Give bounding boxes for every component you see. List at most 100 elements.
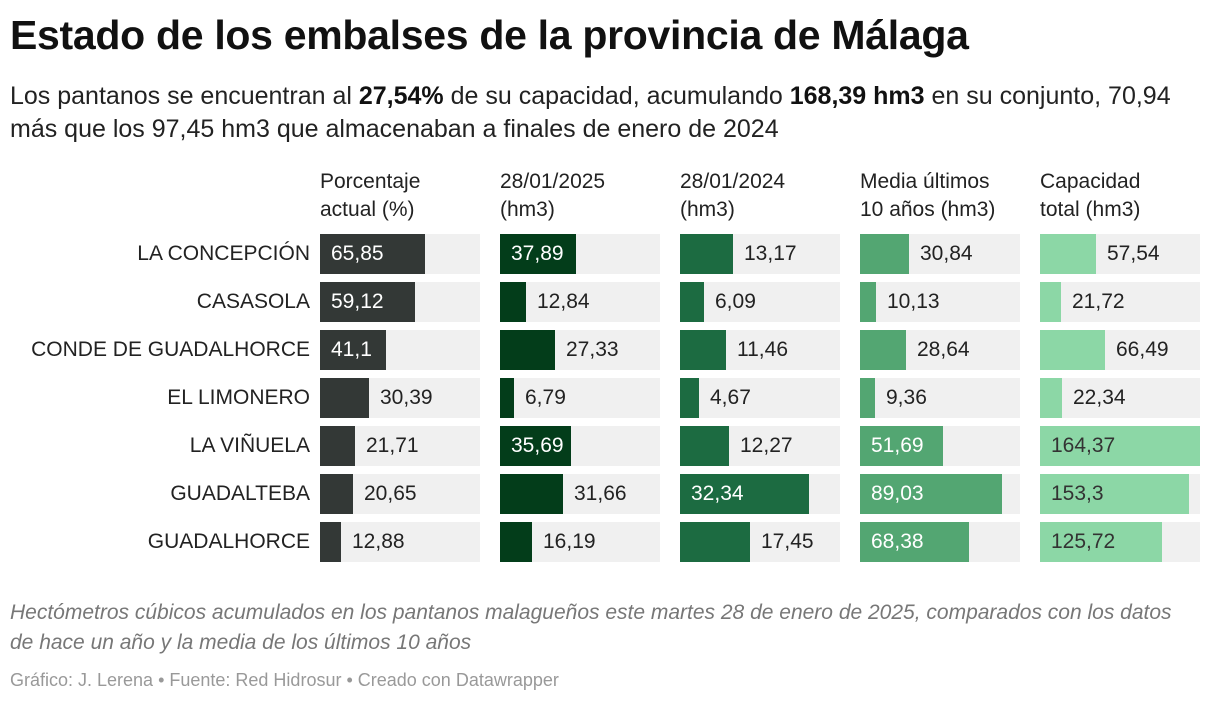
bar-track: 10,13 — [860, 282, 1020, 322]
value-label: 12,88 — [352, 530, 405, 553]
chart-credits: Gráfico: J. Lerena • Fuente: Red Hidrosu… — [10, 670, 559, 690]
bar-track: 9,36 — [860, 378, 1020, 418]
bar-track: 41,1 — [320, 330, 480, 370]
subtitle-text: de su capacidad, acumulando — [443, 82, 790, 110]
value-label: 30,39 — [380, 386, 433, 409]
value-label: 17,45 — [761, 530, 814, 553]
bar — [1040, 330, 1105, 370]
bar — [680, 378, 699, 418]
bar — [320, 330, 386, 370]
value-label: 12,27 — [740, 434, 793, 457]
bar-track: 13,17 — [680, 234, 840, 274]
bar-track: 6,79 — [500, 378, 660, 418]
column-header-line: 28/01/2024 — [680, 170, 786, 193]
bar — [500, 330, 555, 370]
value-label: 21,72 — [1072, 290, 1125, 313]
value-label: 16,19 — [543, 530, 596, 553]
bar — [680, 282, 704, 322]
value-label: 11,46 — [737, 338, 788, 361]
value-label: 4,67 — [710, 386, 751, 409]
column-header-line: Capacidad — [1040, 170, 1141, 193]
value-label: 153,3 — [1051, 482, 1104, 505]
bar — [320, 426, 355, 466]
value-label: 41,1 — [331, 338, 372, 361]
subtitle-text: en su conjunto, 70,94 más que los 97,45 … — [10, 82, 1171, 143]
value-label: 10,13 — [887, 290, 940, 313]
bar-track: 16,19 — [500, 522, 660, 562]
bar — [320, 234, 425, 274]
column-header-line: actual (%) — [320, 198, 415, 221]
reservoir-label: LA VIÑUELA — [189, 434, 310, 457]
value-label: 22,34 — [1073, 386, 1126, 409]
column-header-line: total (hm3) — [1040, 198, 1141, 221]
column-header: 28/01/2025 (hm3) — [500, 168, 675, 224]
bar-track: 125,72 — [1040, 522, 1200, 562]
value-label: 30,84 — [920, 242, 973, 265]
value-label: 13,17 — [744, 242, 797, 265]
bar-track: 27,33 — [500, 330, 660, 370]
bar — [500, 378, 514, 418]
bar-track: 12,88 — [320, 522, 480, 562]
chart-title: Estado de los embalses de la provincia d… — [10, 12, 969, 58]
value-label: 66,49 — [1116, 338, 1169, 361]
chart-note: Hectómetros cúbicos acumulados en los pa… — [10, 601, 1172, 654]
bar-track: 59,12 — [320, 282, 480, 322]
column-header-line: (hm3) — [680, 198, 735, 221]
bar-track: 57,54 — [1040, 234, 1200, 274]
value-label: 35,69 — [511, 434, 564, 457]
bar — [860, 330, 906, 370]
value-label: 32,34 — [691, 482, 744, 505]
reservoir-label: GUADALTEBA — [170, 482, 310, 505]
bar — [320, 282, 415, 322]
value-label: 68,38 — [871, 530, 924, 553]
bar-track: 32,34 — [680, 474, 840, 514]
value-label: 9,36 — [886, 386, 927, 409]
column-header-line: (hm3) — [500, 198, 555, 221]
bar-track: 21,72 — [1040, 282, 1200, 322]
bar — [1040, 426, 1200, 466]
column-header: Media últimos 10 años (hm3) — [860, 168, 1035, 224]
value-label: 31,66 — [574, 482, 627, 505]
bar — [500, 426, 571, 466]
value-label: 51,69 — [871, 434, 924, 457]
bar-track: 89,03 — [860, 474, 1020, 514]
value-label: 57,54 — [1107, 242, 1160, 265]
bar — [680, 474, 809, 514]
value-label: 65,85 — [331, 242, 384, 265]
bar — [500, 474, 563, 514]
reservoir-label: CONDE DE GUADALHORCE — [31, 338, 310, 361]
subtitle-text: Los pantanos se encuentran al — [10, 82, 359, 110]
bar — [680, 426, 729, 466]
bar-track: 12,84 — [500, 282, 660, 322]
bar-track: 30,39 — [320, 378, 480, 418]
bar — [860, 282, 876, 322]
bar — [860, 234, 909, 274]
bar — [860, 426, 943, 466]
bar — [500, 234, 576, 274]
column-header-line: 10 años (hm3) — [860, 198, 996, 221]
subtitle-total-volume: 168,39 hm3 — [789, 82, 925, 110]
bar-track: 28,64 — [860, 330, 1020, 370]
bar-track: 65,85 — [320, 234, 480, 274]
bar-track: 153,3 — [1040, 474, 1200, 514]
bar — [1040, 282, 1061, 322]
value-label: 89,03 — [871, 482, 924, 505]
bar — [860, 474, 1002, 514]
value-label: 28,64 — [917, 338, 970, 361]
column-header-line: Porcentaje — [320, 170, 421, 193]
bar-track: 6,09 — [680, 282, 840, 322]
column-header: 28/01/2024 (hm3) — [680, 168, 855, 224]
bar — [680, 330, 726, 370]
bar-track: 66,49 — [1040, 330, 1200, 370]
bar-track: 4,67 — [680, 378, 840, 418]
value-label: 6,79 — [525, 386, 566, 409]
value-label: 12,84 — [537, 290, 590, 313]
column-header: Porcentaje actual (%) — [320, 168, 495, 224]
value-label: 27,33 — [566, 338, 619, 361]
bar — [1040, 378, 1062, 418]
bar-track: 20,65 — [320, 474, 480, 514]
bar — [680, 234, 733, 274]
bar-track: 68,38 — [860, 522, 1020, 562]
bar-track: 30,84 — [860, 234, 1020, 274]
bar-track: 37,89 — [500, 234, 660, 274]
